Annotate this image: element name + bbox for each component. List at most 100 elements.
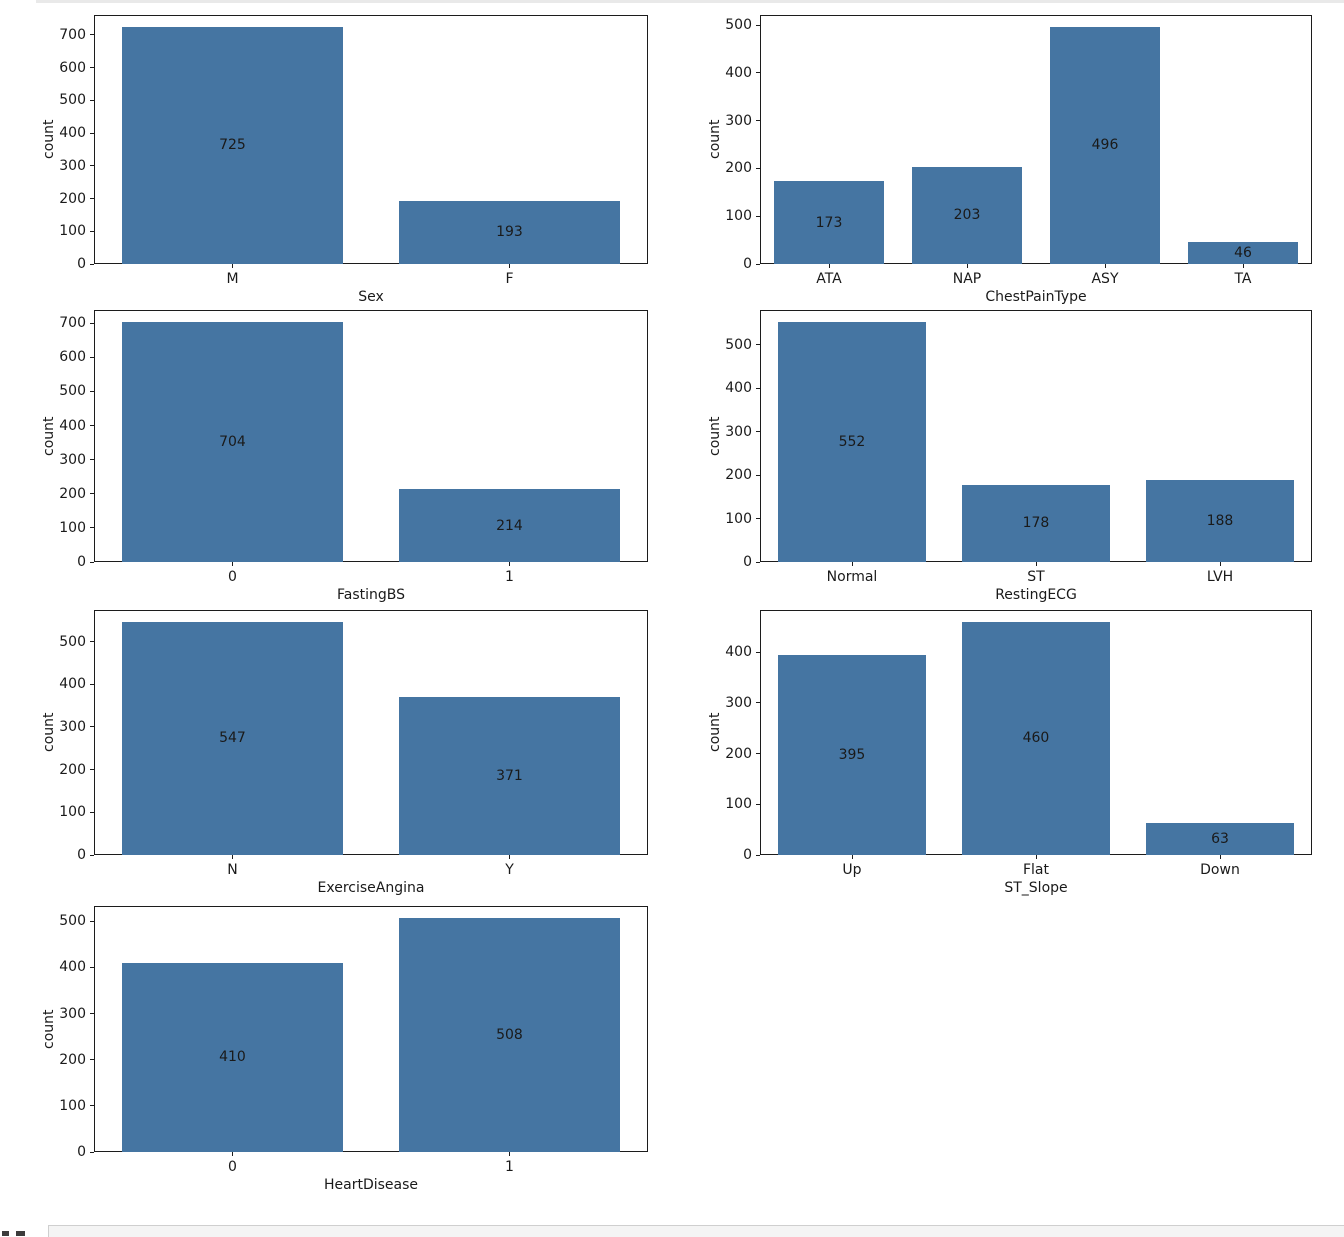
- y-tick-label: 300: [59, 157, 86, 174]
- y-tick-label: 400: [59, 676, 86, 693]
- bar-ExerciseAngina-N: [121, 621, 344, 855]
- bar-value-label: 704: [219, 433, 246, 450]
- y-tick-label: 700: [59, 26, 86, 43]
- y-tick-mark: [90, 1151, 94, 1153]
- y-tick-label: 600: [59, 59, 86, 76]
- y-tick-mark: [90, 1105, 94, 1107]
- bar-ST_Slope-Flat: [962, 621, 1110, 855]
- y-tick-mark: [756, 431, 760, 433]
- bar-ChestPainType-TA: [1187, 242, 1299, 264]
- y-tick-label: 0: [77, 847, 86, 863]
- y-tick-mark: [90, 263, 94, 265]
- x-tick-mark: [1104, 264, 1106, 268]
- x-tick-label: TA: [1234, 271, 1252, 287]
- bar-ST_Slope-Up: [778, 654, 926, 855]
- y-tick-label: 700: [59, 315, 86, 332]
- bar-value-label: 496: [1091, 137, 1119, 154]
- x-tick-label: LVH: [1206, 569, 1234, 585]
- y-tick-label: 100: [59, 1097, 86, 1114]
- y-tick-mark: [90, 390, 94, 392]
- y-tick-mark: [90, 493, 94, 495]
- y-tick-label: 500: [59, 633, 86, 650]
- y-axis-label: count: [707, 119, 723, 160]
- y-tick-label: 500: [725, 336, 752, 353]
- y-tick-label: 200: [59, 761, 86, 778]
- clipped-glyph: [2, 1231, 9, 1236]
- x-tick-mark: [509, 562, 510, 566]
- y-tick-label: 400: [59, 125, 86, 142]
- x-tick-label: Normal: [826, 569, 878, 585]
- y-tick-mark: [90, 1013, 94, 1015]
- x-axis-label: RestingECG: [995, 587, 1077, 603]
- y-tick-label: 0: [77, 554, 86, 570]
- x-tick-mark: [232, 1152, 233, 1156]
- x-axis-label: ChestPainType: [985, 289, 1087, 305]
- bar-value-label: 178: [1022, 515, 1050, 532]
- y-tick-mark: [756, 474, 760, 476]
- y-tick-mark: [756, 72, 760, 74]
- next-cell-input[interactable]: [48, 1225, 1344, 1237]
- y-tick-mark: [90, 920, 94, 922]
- y-tick-label: 200: [59, 1051, 86, 1068]
- y-tick-label: 200: [59, 190, 86, 207]
- y-tick-mark: [90, 67, 94, 69]
- y-tick-label: 500: [725, 17, 752, 34]
- bar-value-label: 460: [1022, 730, 1050, 747]
- y-tick-mark: [90, 561, 94, 563]
- y-axis-label: count: [41, 1009, 57, 1049]
- x-tick-mark: [1242, 264, 1244, 268]
- y-tick-mark: [756, 344, 760, 346]
- bar-FastingBS-1: [398, 489, 621, 562]
- x-tick-label: ASY: [1091, 271, 1119, 287]
- x-tick-label: 1: [505, 1159, 514, 1175]
- x-tick-mark: [1219, 562, 1221, 566]
- x-tick-mark: [509, 264, 510, 268]
- y-tick-mark: [90, 769, 94, 771]
- x-tick-mark: [1219, 855, 1221, 859]
- y-tick-mark: [756, 167, 760, 169]
- y-tick-mark: [756, 854, 760, 856]
- bar-value-label: 371: [496, 767, 523, 784]
- y-tick-mark: [756, 753, 760, 755]
- y-tick-mark: [756, 803, 760, 805]
- bar-value-label: 547: [219, 730, 246, 747]
- y-tick-mark: [90, 132, 94, 134]
- x-tick-mark: [1035, 562, 1037, 566]
- x-tick-label: ATA: [816, 271, 842, 287]
- y-tick-mark: [90, 322, 94, 324]
- bar-value-label: 188: [1206, 513, 1234, 530]
- y-tick-label: 300: [725, 112, 752, 129]
- y-tick-mark: [90, 165, 94, 167]
- y-tick-mark: [756, 24, 760, 26]
- x-tick-label: 1: [505, 569, 514, 585]
- y-tick-mark: [90, 230, 94, 232]
- y-tick-mark: [756, 651, 760, 653]
- x-tick-label: M: [226, 271, 239, 287]
- bar-ChestPainType-ASY: [1049, 26, 1161, 264]
- x-axis-label: HeartDisease: [323, 1177, 419, 1193]
- bar-HeartDisease-0: [121, 962, 344, 1152]
- bar-RestingECG-LVH: [1146, 480, 1294, 562]
- bar-value-label: 508: [496, 1026, 523, 1043]
- y-tick-label: 100: [59, 519, 86, 536]
- x-tick-label: Y: [505, 862, 514, 878]
- bar-value-label: 214: [496, 517, 523, 534]
- y-tick-label: 0: [743, 256, 752, 272]
- bar-value-label: 395: [838, 746, 866, 763]
- y-tick-mark: [90, 726, 94, 728]
- y-tick-mark: [90, 356, 94, 358]
- y-tick-mark: [90, 198, 94, 200]
- y-tick-label: 200: [725, 467, 752, 484]
- bar-FastingBS-0: [121, 321, 344, 562]
- y-tick-label: 200: [725, 160, 752, 177]
- y-tick-label: 300: [725, 423, 752, 440]
- x-tick-mark: [509, 1152, 510, 1156]
- bar-value-label: 725: [219, 137, 246, 154]
- x-tick-label: Down: [1200, 862, 1240, 878]
- y-tick-mark: [90, 683, 94, 685]
- y-tick-mark: [90, 1059, 94, 1061]
- y-tick-label: 400: [59, 417, 86, 434]
- y-tick-label: 400: [725, 644, 752, 661]
- y-tick-label: 300: [725, 694, 752, 711]
